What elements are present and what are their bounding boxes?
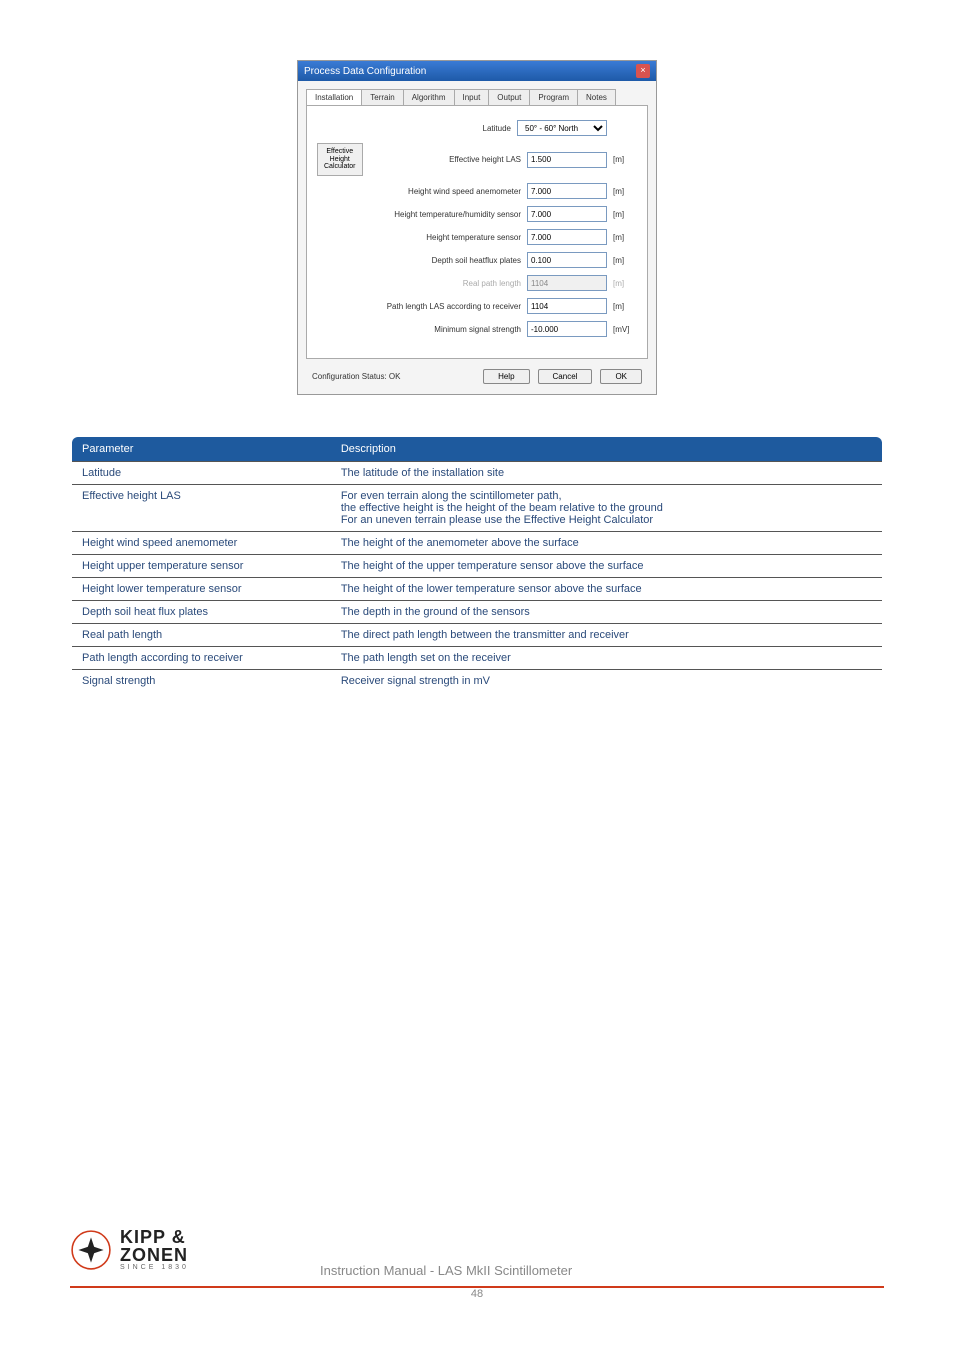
- latitude-label: Latitude: [483, 124, 511, 133]
- table-row: Height lower temperature sensorThe heigh…: [71, 578, 883, 601]
- tab-content: Latitude 50° - 60° North Effective Heigh…: [306, 105, 648, 359]
- table-row: Path length according to receiverThe pat…: [71, 647, 883, 670]
- param-name: Signal strength: [71, 670, 331, 694]
- temp-hum-unit: [m]: [613, 210, 637, 219]
- close-icon[interactable]: ×: [636, 64, 650, 78]
- eff-height-label: Effective height LAS: [449, 155, 521, 164]
- temp-label: Height temperature sensor: [426, 233, 521, 242]
- help-button[interactable]: Help: [483, 369, 529, 384]
- table-row: Depth soil heat flux platesThe depth in …: [71, 601, 883, 624]
- dialog-title-text: Process Data Configuration: [304, 66, 426, 77]
- logo-main-text: KIPP & ZONEN: [120, 1228, 189, 1264]
- page-number: 48: [70, 1288, 884, 1300]
- tab-algorithm[interactable]: Algorithm: [403, 89, 455, 105]
- tab-output[interactable]: Output: [488, 89, 530, 105]
- table-row: Real path lengthThe direct path length b…: [71, 624, 883, 647]
- param-desc: The depth in the ground of the sensors: [331, 601, 883, 624]
- param-desc: The path length set on the receiver: [331, 647, 883, 670]
- th-description: Description: [331, 436, 883, 462]
- path-recv-input[interactable]: [527, 298, 607, 314]
- wind-speed-input[interactable]: [527, 183, 607, 199]
- param-desc: The height of the upper temperature sens…: [331, 555, 883, 578]
- manual-title: Instruction Manual - LAS MkII Scintillom…: [320, 1263, 572, 1278]
- logo-sub-text: SINCE 1830: [120, 1264, 189, 1271]
- temp-hum-label: Height temperature/humidity sensor: [394, 210, 521, 219]
- temp-unit: [m]: [613, 233, 637, 242]
- config-status: Configuration Status: OK: [312, 372, 401, 381]
- param-name: Effective height LAS: [71, 485, 331, 532]
- real-path-unit: [m]: [613, 279, 637, 288]
- kipp-zonen-logo-icon: [70, 1229, 112, 1271]
- soil-label: Depth soil heatflux plates: [432, 256, 521, 265]
- tab-terrain[interactable]: Terrain: [361, 89, 403, 105]
- table-row: Height upper temperature sensorThe heigh…: [71, 555, 883, 578]
- param-name: Real path length: [71, 624, 331, 647]
- tab-input[interactable]: Input: [454, 89, 490, 105]
- param-name: Path length according to receiver: [71, 647, 331, 670]
- param-desc: The latitude of the installation site: [331, 462, 883, 485]
- param-desc: Receiver signal strength in mV: [331, 670, 883, 694]
- th-parameter: Parameter: [71, 436, 331, 462]
- ok-button[interactable]: OK: [600, 369, 642, 384]
- path-recv-label: Path length LAS according to receiver: [387, 302, 521, 311]
- param-desc: The height of the lower temperature sens…: [331, 578, 883, 601]
- param-desc: The direct path length between the trans…: [331, 624, 883, 647]
- cancel-button[interactable]: Cancel: [538, 369, 593, 384]
- eff-height-input[interactable]: [527, 152, 607, 168]
- param-name: Height lower temperature sensor: [71, 578, 331, 601]
- min-sig-input[interactable]: [527, 321, 607, 337]
- temp-input[interactable]: [527, 229, 607, 245]
- real-path-input: [527, 275, 607, 291]
- tab-notes[interactable]: Notes: [577, 89, 616, 105]
- param-name: Latitude: [71, 462, 331, 485]
- param-desc: The height of the anemometer above the s…: [331, 532, 883, 555]
- param-desc: For even terrain along the scintillomete…: [331, 485, 883, 532]
- wind-speed-unit: [m]: [613, 187, 637, 196]
- table-row: Effective height LASFor even terrain alo…: [71, 485, 883, 532]
- tab-installation[interactable]: Installation: [306, 89, 362, 105]
- temp-hum-input[interactable]: [527, 206, 607, 222]
- tab-strip: Installation Terrain Algorithm Input Out…: [298, 81, 656, 105]
- dialog-titlebar: Process Data Configuration ×: [298, 61, 656, 81]
- real-path-label: Real path length: [463, 279, 521, 288]
- eff-height-unit: [m]: [613, 155, 637, 164]
- table-row: Height wind speed anemometerThe height o…: [71, 532, 883, 555]
- tab-program[interactable]: Program: [529, 89, 578, 105]
- wind-speed-label: Height wind speed anemometer: [408, 187, 521, 196]
- page-footer: KIPP & ZONEN SINCE 1830 Instruction Manu…: [70, 1228, 884, 1300]
- table-row: Signal strengthReceiver signal strength …: [71, 670, 883, 694]
- min-sig-unit: [mV]: [613, 325, 637, 334]
- path-recv-unit: [m]: [613, 302, 637, 311]
- soil-unit: [m]: [613, 256, 637, 265]
- table-row: LatitudeThe latitude of the installation…: [71, 462, 883, 485]
- param-name: Height upper temperature sensor: [71, 555, 331, 578]
- config-dialog: Process Data Configuration × Installatio…: [297, 60, 657, 395]
- param-name: Depth soil heat flux plates: [71, 601, 331, 624]
- latitude-select[interactable]: 50° - 60° North: [517, 120, 607, 136]
- param-name: Height wind speed anemometer: [71, 532, 331, 555]
- soil-input[interactable]: [527, 252, 607, 268]
- effective-height-calc-button[interactable]: Effective Height Calculator: [317, 143, 363, 176]
- dialog-footer: Configuration Status: OK Help Cancel OK: [298, 359, 656, 394]
- parameter-table: Parameter Description LatitudeThe latitu…: [70, 435, 884, 694]
- min-sig-label: Minimum signal strength: [434, 325, 521, 334]
